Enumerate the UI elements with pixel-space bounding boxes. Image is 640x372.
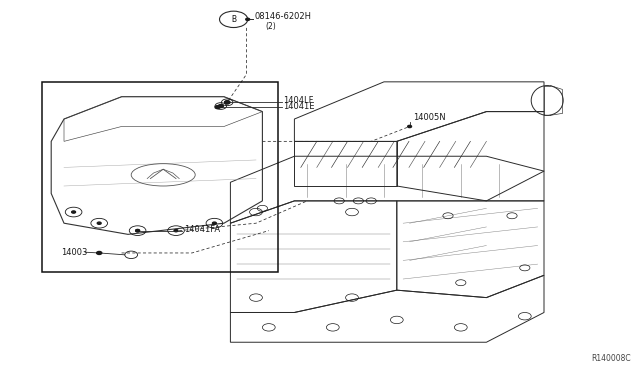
Text: 14005N: 14005N (413, 113, 445, 122)
Circle shape (136, 230, 140, 232)
Circle shape (174, 230, 178, 232)
Circle shape (215, 106, 220, 109)
Text: 14003: 14003 (61, 248, 87, 257)
Text: 14041FA: 14041FA (184, 225, 220, 234)
Bar (42, 82, 278, 272)
Circle shape (97, 222, 101, 224)
Circle shape (225, 101, 230, 104)
Text: R140008C: R140008C (591, 354, 630, 363)
Circle shape (212, 222, 216, 224)
Text: 08146-6202H: 08146-6202H (255, 12, 312, 21)
Circle shape (97, 251, 102, 254)
Text: (2): (2) (266, 22, 276, 31)
Text: 14041E: 14041E (284, 102, 315, 110)
Circle shape (408, 125, 412, 128)
Circle shape (136, 230, 140, 232)
Circle shape (72, 211, 76, 213)
Text: 1404LF: 1404LF (284, 96, 314, 105)
Circle shape (218, 105, 223, 108)
Circle shape (246, 18, 250, 20)
Circle shape (225, 101, 230, 104)
Text: B: B (231, 15, 236, 24)
